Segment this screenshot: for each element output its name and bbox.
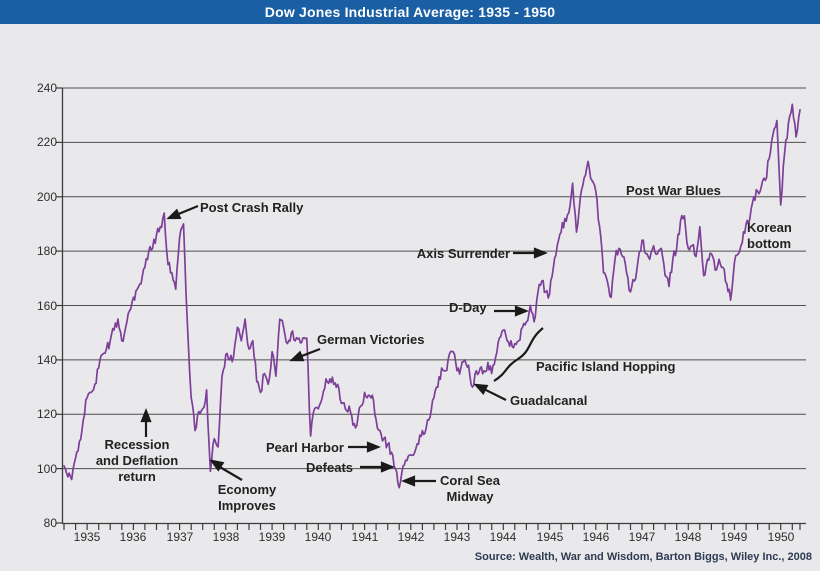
arrow-guadalcanal	[473, 383, 507, 401]
arrow-d-day	[494, 305, 529, 317]
y-axis-label-160: 160	[36, 299, 57, 313]
annotation-text: return	[118, 469, 156, 484]
annotation-text: Midway	[446, 489, 494, 504]
axes	[61, 88, 806, 525]
x-axis-label-1944: 1944	[489, 530, 517, 544]
x-axis-label-1940: 1940	[304, 530, 332, 544]
annotation-post-crash-rally: Post Crash Rally	[200, 200, 303, 216]
axis-ticks	[56, 87, 801, 530]
annotation-korean-bottom: Korean bottom	[747, 220, 792, 252]
y-axis-label-220: 220	[36, 135, 57, 149]
x-axis-label-1941: 1941	[351, 530, 379, 544]
arrow-post-crash-rally	[166, 204, 199, 220]
gridlines	[62, 87, 806, 470]
annotation-text: Pearl Harbor	[265, 440, 344, 455]
annotation-text: Korean	[747, 220, 792, 235]
annotation-post-war-blues: Post War Blues	[626, 183, 721, 199]
annotation-recession: Recession and Deflation return	[80, 437, 194, 485]
annotation-text: Coral Sea	[440, 473, 500, 488]
x-axis-label-1948: 1948	[674, 530, 702, 544]
annotation-economy-improves: Economy Improves	[197, 482, 297, 514]
chart-title-bar: Dow Jones Industrial Average: 1935 - 195…	[0, 0, 820, 24]
arrow-defeats	[360, 461, 395, 473]
annotation-text: Improves	[218, 498, 276, 513]
x-axis-label-1947: 1947	[628, 530, 656, 544]
annotation-text: bottom	[747, 236, 792, 251]
annotation-coral-sea-midway: Coral Sea Midway	[425, 473, 515, 505]
x-axis-label-1949: 1949	[720, 530, 748, 544]
annotation-text: Defeats	[306, 460, 353, 475]
annotation-text: Pacific Island Hopping	[536, 359, 676, 374]
x-axis-label-1935: 1935	[73, 530, 101, 544]
x-axis-label-1945: 1945	[536, 530, 564, 544]
annotation-text: Economy	[217, 482, 277, 497]
brace-pacific-island-hopping	[493, 327, 544, 382]
annotation-text: Guadalcanal	[510, 393, 588, 408]
annotation-text: Axis Surrender	[416, 246, 510, 261]
djia-line-series	[63, 103, 801, 489]
annotation-pacific-island-hopping: Pacific Island Hopping	[536, 359, 675, 375]
annotation-pearl-harbor: Pearl Harbor	[244, 440, 344, 456]
x-axis-label-1946: 1946	[582, 530, 610, 544]
y-axis-label-120: 120	[36, 407, 57, 421]
x-axis-label-1950: 1950	[767, 530, 795, 544]
arrow-economy-improves	[209, 459, 243, 481]
arrow-coral-sea-midway	[401, 475, 436, 487]
arrow-german-victories	[289, 347, 321, 362]
annotation-text: German Victories	[317, 332, 425, 347]
arrow-pearl-harbor	[348, 441, 381, 453]
annotation-arrows	[140, 204, 548, 487]
chart-title: Dow Jones Industrial Average: 1935 - 195…	[264, 4, 556, 20]
annotation-german-victories: German Victories	[317, 332, 424, 348]
y-axis-label-200: 200	[36, 190, 57, 204]
y-axis-label-180: 180	[36, 244, 57, 258]
y-axis-label-240: 240	[36, 81, 57, 95]
annotation-text: and Deflation	[95, 453, 179, 468]
x-axis-label-1937: 1937	[166, 530, 194, 544]
annotation-text: Post Crash Rally	[200, 200, 304, 215]
x-axis-label-1938: 1938	[212, 530, 240, 544]
annotation-text: D-Day	[449, 300, 487, 315]
annotation-text: Post War Blues	[626, 183, 721, 198]
y-axis-label-80: 80	[43, 516, 57, 530]
x-axis-label-1936: 1936	[119, 530, 147, 544]
x-axis-label-1943: 1943	[443, 530, 471, 544]
source-attribution: Source: Wealth, War and Wisdom, Barton B…	[474, 551, 812, 563]
annotation-d-day: D-Day	[449, 300, 487, 316]
x-axis-label-1942: 1942	[397, 530, 425, 544]
annotation-defeats: Defeats	[253, 460, 353, 476]
arrow-axis-surrender	[513, 247, 548, 259]
annotation-guadalcanal: Guadalcanal	[510, 393, 587, 409]
y-axis-label-100: 100	[36, 462, 57, 476]
annotation-axis-surrender: Axis Surrender	[400, 246, 510, 262]
arrow-recession	[140, 408, 152, 437]
y-axis-label-140: 140	[36, 353, 57, 367]
annotation-text: Recession	[104, 437, 170, 452]
x-axis-label-1939: 1939	[258, 530, 286, 544]
